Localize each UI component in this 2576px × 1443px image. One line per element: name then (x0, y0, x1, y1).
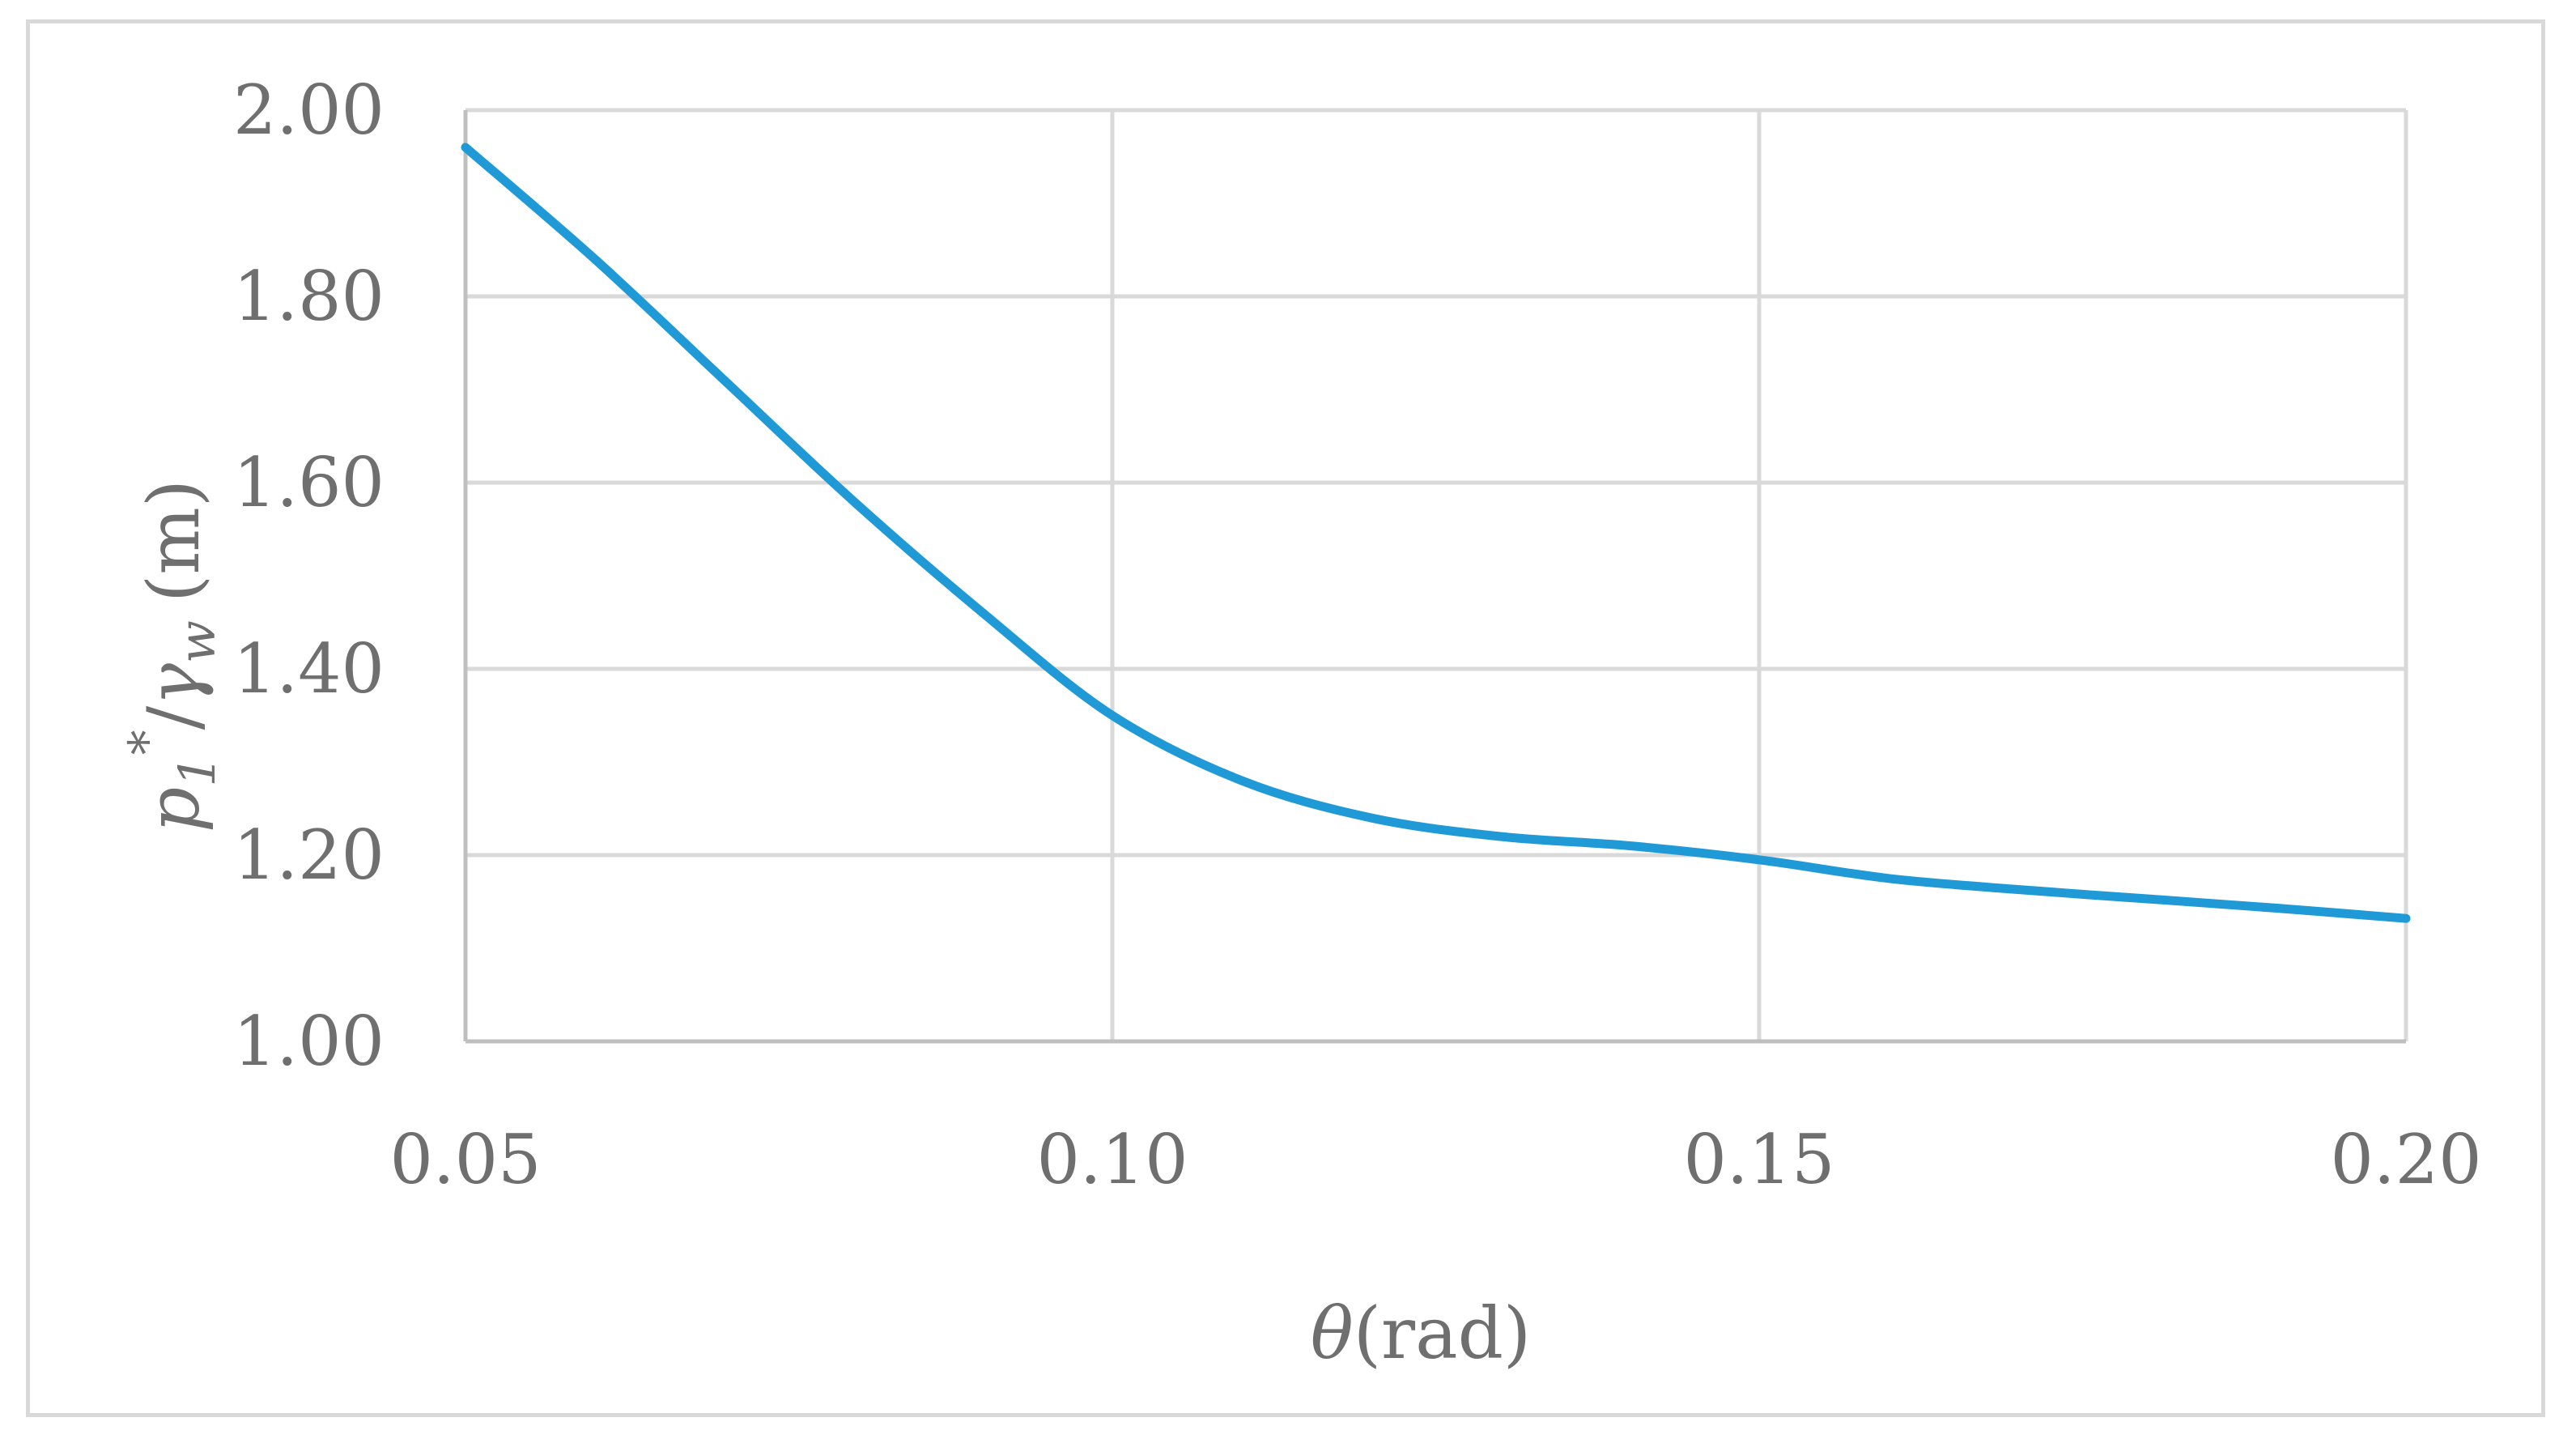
y-tick-label: 1.20 (233, 815, 385, 895)
x-tick-label: 0.20 (2330, 1120, 2481, 1199)
y-axis-symbol: p (132, 787, 215, 832)
x-tick-label: 0.05 (389, 1120, 541, 1199)
series-line (461, 143, 2411, 923)
y-axis-denominator-subscript: w (168, 620, 227, 663)
x-tick-labels: 0.05 0.10 0.15 0.20 (389, 1120, 2481, 1199)
x-axis-title: θ(rad) (1311, 1292, 1532, 1375)
axes (463, 110, 2406, 1044)
y-tick-label: 2.00 (233, 70, 385, 150)
x-tick-label: 0.15 (1683, 1120, 1834, 1199)
x-axis-unit: (rad) (1354, 1292, 1532, 1375)
x-axis-symbol: θ (1311, 1292, 1354, 1375)
y-axis-superscript: * (117, 730, 176, 755)
y-tick-label: 1.80 (233, 257, 385, 336)
series-layer (461, 143, 2411, 923)
y-axis-title: p1*/γw (m) (117, 479, 227, 832)
y-tick-label: 1.00 (233, 1002, 385, 1081)
y-axis-separator: / (132, 705, 215, 730)
y-axis-subscript: 1 (168, 755, 227, 786)
y-tick-labels: 1.00 1.20 1.40 1.60 1.80 2.00 (233, 70, 385, 1081)
chart-frame (26, 19, 2545, 1417)
y-tick-label: 1.40 (233, 629, 385, 709)
y-axis-unit: (m) (132, 479, 215, 602)
x-tick-label: 0.10 (1036, 1120, 1188, 1199)
y-axis-denominator-symbol: γ (132, 663, 215, 706)
grid-lines (465, 108, 2408, 1041)
y-tick-label: 1.60 (233, 443, 385, 522)
